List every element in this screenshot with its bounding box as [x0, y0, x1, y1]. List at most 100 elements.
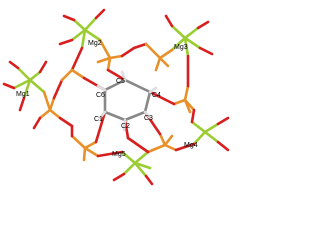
bond: [192, 130, 207, 146]
bond: [183, 36, 202, 50]
atom-label: Mg3: [174, 44, 188, 51]
atom-label: Mg5: [112, 151, 126, 158]
atom-label: C5: [116, 78, 125, 85]
bond: [52, 78, 64, 100]
atom-label: C1: [94, 116, 103, 123]
bond: [174, 142, 196, 152]
bond: [28, 78, 46, 94]
bond: [72, 18, 87, 32]
bond: [120, 150, 137, 165]
bond: [198, 46, 214, 56]
bond: [216, 116, 230, 126]
bond: [22, 78, 32, 100]
bond: [38, 108, 52, 120]
bond: [48, 108, 62, 120]
bond: [133, 150, 150, 165]
bond: [80, 28, 87, 50]
bond: [120, 70, 127, 82]
bond: [170, 36, 187, 52]
bond: [58, 38, 74, 46]
bond: [48, 96, 56, 112]
bond: [98, 38, 112, 60]
bond: [132, 42, 148, 50]
bond: [190, 120, 207, 134]
bond: [123, 78, 152, 94]
bond: [146, 143, 167, 154]
atom-label: C4: [152, 92, 161, 99]
bond: [183, 26, 200, 40]
bond: [144, 42, 162, 60]
bond: [164, 14, 174, 28]
bond: [2, 82, 16, 90]
bond: [183, 84, 190, 102]
atom-label: Mg4: [184, 142, 198, 149]
bond: [106, 56, 112, 72]
bond: [62, 14, 76, 22]
bond: [32, 116, 42, 130]
bond: [83, 28, 102, 42]
bond: [163, 134, 174, 147]
bond: [196, 20, 210, 30]
bond: [70, 28, 87, 42]
molecule-structure: Mg1 Mg2 Mg3 Mg4 Mg5 C1 C2 C3 C4 C5 C6: [2, 8, 230, 186]
bond: [190, 108, 196, 124]
bond: [158, 56, 170, 68]
bond: [83, 146, 100, 158]
bond: [96, 150, 124, 158]
bond: [133, 161, 152, 170]
bond: [122, 161, 137, 176]
bond: [203, 130, 220, 144]
bond: [143, 90, 152, 114]
bond: [163, 143, 178, 152]
bond: [143, 110, 152, 120]
bond: [38, 60, 48, 74]
bond: [83, 140, 98, 150]
bond: [154, 56, 162, 72]
bond: [120, 46, 136, 58]
bond: [82, 146, 87, 162]
bond: [133, 161, 148, 178]
bond: [108, 54, 124, 60]
atom-label: C2: [121, 123, 130, 130]
bond: [203, 122, 220, 134]
atom-label: C3: [144, 115, 153, 122]
bond: [148, 90, 176, 106]
bond: [60, 68, 74, 82]
atom-label: Mg1: [16, 91, 30, 98]
atom-labels: Mg1 Mg2 Mg3 Mg4 Mg5 C1 C2 C3 C4 C5 C6: [16, 40, 198, 158]
bond: [96, 56, 112, 64]
bond: [148, 86, 158, 94]
bond: [172, 98, 187, 106]
bond: [16, 66, 32, 82]
bond: [58, 116, 74, 128]
bond: [216, 140, 230, 152]
bonds: [2, 8, 230, 186]
bond: [106, 68, 127, 82]
bond: [98, 110, 107, 120]
atom-label: Mg2: [88, 40, 102, 47]
bond: [158, 132, 167, 147]
bond: [144, 174, 154, 186]
bond: [96, 84, 107, 92]
bond: [170, 24, 187, 40]
bond: [158, 48, 174, 60]
bond: [103, 78, 127, 92]
bond: [183, 36, 190, 58]
bond: [103, 110, 127, 122]
bond: [183, 98, 192, 114]
bond: [70, 68, 86, 80]
bond: [83, 16, 98, 32]
bond: [122, 118, 127, 132]
bond: [12, 78, 32, 90]
bond: [123, 110, 147, 122]
bond: [112, 172, 126, 182]
bond: [70, 46, 84, 72]
bond: [28, 70, 42, 82]
bond: [8, 60, 20, 70]
bond: [94, 8, 106, 20]
atom-label: C6: [96, 92, 105, 99]
bond: [94, 110, 107, 144]
bond: [126, 136, 150, 154]
bond: [70, 134, 87, 150]
